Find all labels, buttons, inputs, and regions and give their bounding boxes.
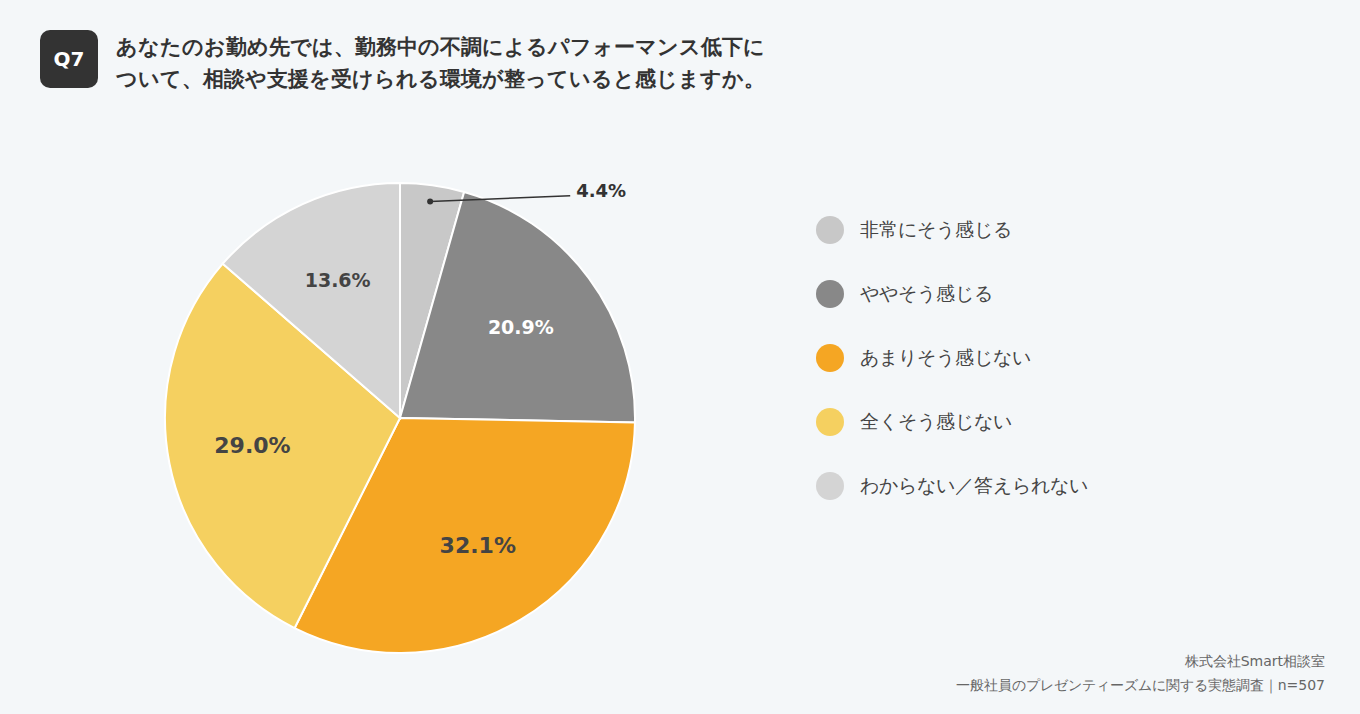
badge-label: Q7 (54, 47, 85, 71)
legend-label: ややそう感じる (860, 282, 993, 304)
data-label: 4.4% (576, 180, 626, 201)
leader-dot (427, 199, 433, 205)
legend-label: 非常にそう感じる (860, 218, 1012, 240)
pie-labels: 4.4% 20.9% 32.1% 29.0% 13.6% (214, 180, 626, 558)
slice (400, 192, 635, 423)
chart: Q7 あなたのお勤め先では、勤務中の不調によるパフォーマンス低下について、相談や支… (0, 0, 1360, 714)
legend-swatch (816, 280, 844, 308)
legend-swatch (816, 472, 844, 500)
data-label: 32.1% (440, 533, 516, 558)
legend-label: あまりそう感じない (860, 346, 1031, 368)
title: あなたのお勤め先では、勤務中の不調によるパフォーマンス低下に (116, 35, 765, 59)
data-label: 29.0% (214, 433, 290, 458)
leader-line (430, 196, 570, 202)
source: 株式会社Smart相談室 (1184, 653, 1325, 669)
data-label: 20.9% (488, 316, 554, 338)
data-label: 13.6% (305, 269, 371, 291)
slice (223, 183, 400, 418)
legend: 非常にそう感じるややそう感じるあまりそう感じない全くそう感じないわからない／答え… (816, 216, 1088, 500)
legend-swatch (816, 408, 844, 436)
badge (40, 30, 98, 88)
source: 一般社員のプレゼンティーズムに関する実態調査｜n=507 (956, 677, 1325, 694)
legend-swatch (816, 216, 844, 244)
title: ついて、相談や支援を受けられる環境が整っていると感じますか。 (116, 67, 765, 91)
legend-swatch (816, 344, 844, 372)
legend-label: 全くそう感じない (860, 410, 1012, 432)
pie (165, 183, 635, 653)
legend-label: わからない／答えられない (860, 474, 1088, 496)
